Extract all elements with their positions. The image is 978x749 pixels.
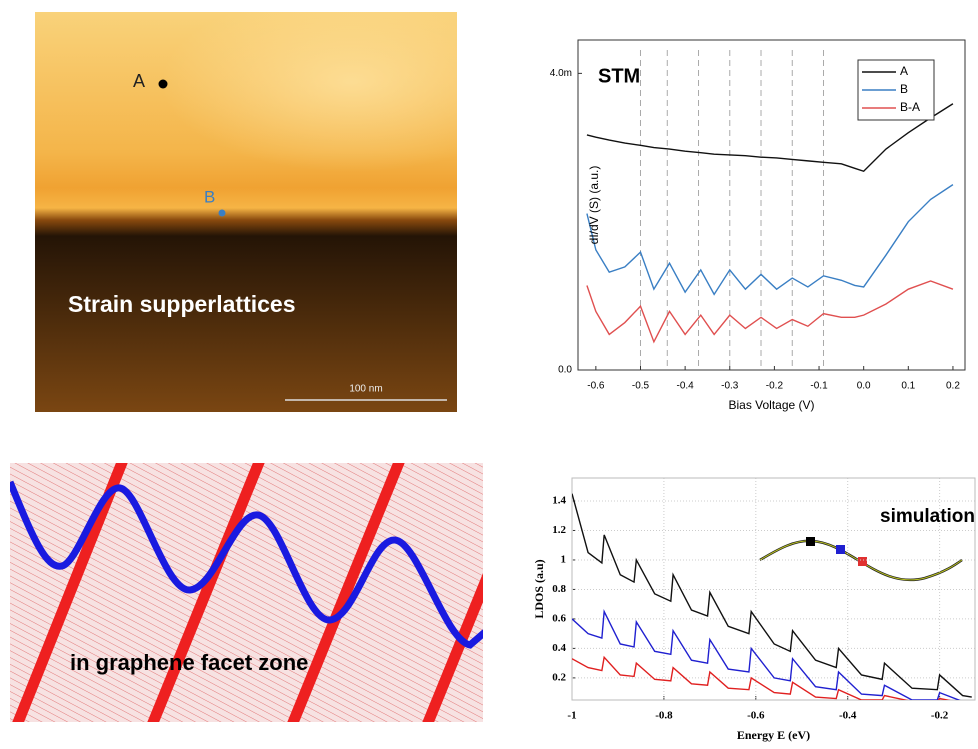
- x-tick-label: -0.3: [721, 381, 739, 392]
- inset-marker: [806, 537, 815, 546]
- page: A B Strain supperlattices 100 nm in grap…: [0, 0, 978, 749]
- point-b-label: B: [204, 187, 215, 206]
- x-tick-label: -0.8: [655, 710, 673, 722]
- y-tick-label: 4.0m: [550, 68, 572, 79]
- y-tick-label: 0.6: [552, 612, 566, 624]
- y-tick-label: 1: [561, 553, 567, 565]
- lattice-caption: in graphene facet zone: [70, 650, 308, 675]
- point-b-marker: [219, 210, 226, 217]
- series-line: [572, 657, 972, 703]
- inset-marker: [858, 557, 867, 566]
- legend: AB B-A: [858, 60, 934, 120]
- series-line: [587, 185, 953, 295]
- y-axis-label: LDOS (a.u): [532, 559, 546, 618]
- chart: 0.2 0.4 0.6 0.8 1 1.2 1.4 -1 -0.8 -0.6 -0.4 -0.2 Ene…: [532, 478, 975, 742]
- x-tick-label: -0.4: [839, 710, 857, 722]
- y-tick-label: 0.8: [552, 583, 566, 595]
- figure: A B Strain supperlattices 100 nm in grap…: [0, 0, 978, 749]
- x-tick-label: 0.1: [901, 381, 915, 392]
- stm-caption: Strain supperlattices: [68, 291, 296, 317]
- x-tick-label: 0.2: [946, 381, 960, 392]
- chart: 0.0 4.0m -0.6 -0.5 -0.4 -0.3 -0.2 -0.1 0.0 0.1 0.2…: [550, 40, 965, 412]
- y-tick-label: 0.0: [558, 365, 572, 376]
- y-tick-label: 1.4: [552, 495, 566, 507]
- y-axis-label: dI/dV (S) (a.u.): [587, 166, 601, 245]
- legend-label: A: [900, 64, 908, 78]
- x-tick-label: -1: [567, 710, 576, 722]
- chart-annotation: STM: [598, 65, 640, 87]
- series-line: [587, 281, 953, 342]
- y-tick-label: 1.2: [552, 524, 566, 536]
- x-tick-label: -0.5: [632, 381, 650, 392]
- stm-image: A B Strain supperlattices 100 nm: [35, 12, 457, 412]
- x-axis-label: Bias Voltage (V): [728, 398, 814, 412]
- x-tick-label: -0.2: [931, 710, 949, 722]
- y-tick-label: 0.4: [552, 642, 566, 654]
- stm-highlight: [35, 12, 457, 212]
- scale-bar-label: 100 nm: [349, 384, 382, 395]
- x-tick-label: -0.4: [677, 381, 695, 392]
- lattice-image: in graphene facet zone: [10, 455, 537, 730]
- point-a-marker: [159, 80, 168, 89]
- simulation-inset: [760, 537, 962, 580]
- x-tick-label: -0.6: [747, 710, 765, 722]
- x-tick-label: 0.0: [857, 381, 871, 392]
- inset-marker: [836, 545, 845, 554]
- x-tick-label: -0.6: [587, 381, 605, 392]
- legend-label: B-A: [900, 100, 920, 114]
- x-tick-label: -0.1: [810, 381, 828, 392]
- x-axis-label: Energy E (eV): [737, 728, 810, 742]
- chart-annotation: simulation: [880, 506, 975, 527]
- point-a-label: A: [133, 71, 145, 91]
- x-tick-label: -0.2: [766, 381, 784, 392]
- y-tick-label: 0.2: [552, 671, 566, 683]
- legend-label: B: [900, 82, 908, 96]
